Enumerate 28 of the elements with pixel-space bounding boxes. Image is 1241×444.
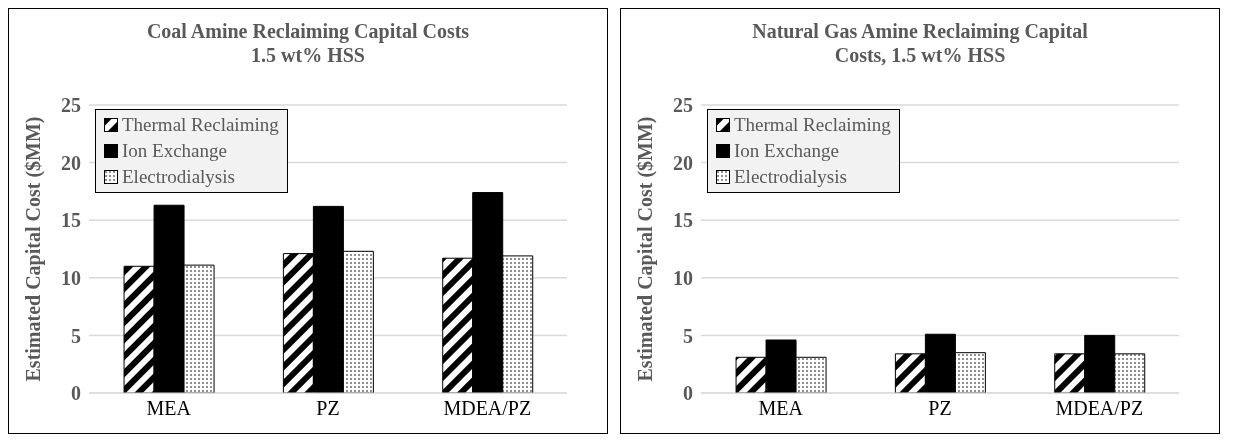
legend-label: Thermal Reclaiming <box>734 113 891 137</box>
chart-title: Natural Gas Amine Reclaiming Capital Costs, 1.5 wt% HSS <box>751 19 1089 67</box>
legend-label: Electrodialysis <box>734 165 847 189</box>
x-tick-label: MDEA/PZ <box>443 397 532 420</box>
y-tick-label: 5 <box>71 324 81 347</box>
chart-title: Coal Amine Reclaiming Capital Costs 1.5 wt% HSS <box>145 19 471 67</box>
y-tick-label: 15 <box>673 209 693 232</box>
x-tick-label: PZ <box>928 397 952 420</box>
legend-label: Thermal Reclaiming <box>122 113 279 137</box>
y-tick-label: 10 <box>673 266 693 289</box>
y-tick-label: 5 <box>683 324 693 347</box>
y-tick-label: 20 <box>673 151 693 174</box>
y-axis-title: Estimated Capital Cost ($MM) <box>22 116 46 382</box>
y-tick-label: 10 <box>61 266 81 289</box>
legend-label: Ion Exchange <box>734 139 839 163</box>
x-tick-label: PZ <box>316 397 340 420</box>
x-tick-label: MDEA/PZ <box>1055 397 1144 420</box>
y-tick-label: 20 <box>61 151 81 174</box>
legend-label: Ion Exchange <box>122 139 227 163</box>
x-tick-label: MEA <box>146 397 192 420</box>
y-axis-title: Estimated Capital Cost ($MM) <box>634 116 658 382</box>
legend-label: Electrodialysis <box>122 165 235 189</box>
y-tick-label: 0 <box>683 382 693 405</box>
x-tick-label: MEA <box>758 397 804 420</box>
y-tick-label: 15 <box>61 209 81 232</box>
y-tick-label: 25 <box>61 94 81 117</box>
y-tick-label: 25 <box>673 94 693 117</box>
y-tick-label: 0 <box>71 382 81 405</box>
